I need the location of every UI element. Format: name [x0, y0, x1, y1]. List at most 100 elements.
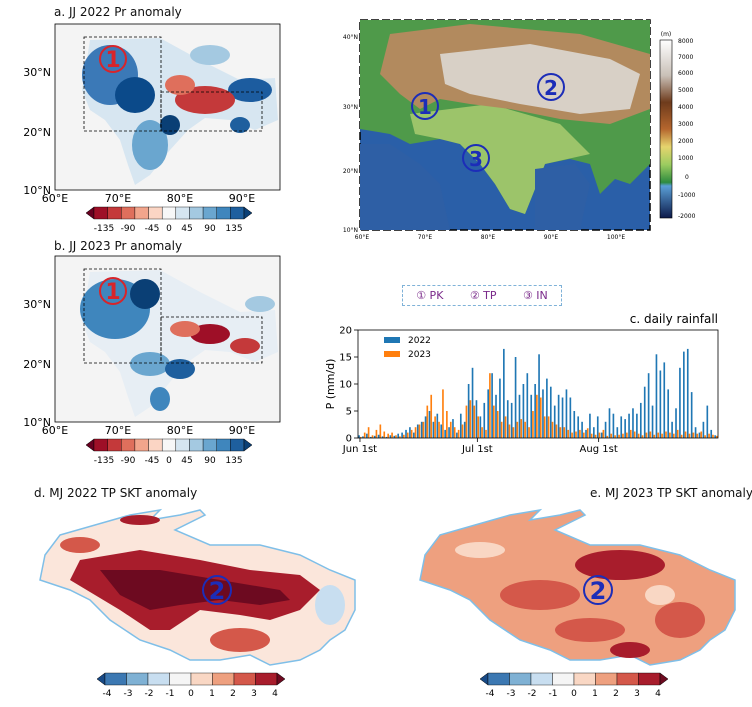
topo-mark-circle	[462, 144, 490, 172]
bar-2022	[503, 348, 505, 438]
bar-2022	[643, 386, 646, 438]
topo-lon-label: 90°E	[544, 234, 559, 241]
topo-colorbar-label: -2000	[678, 213, 696, 220]
colorbar-segment	[93, 206, 108, 220]
skt-colorbar-labels: -4 -3 -2 -1 0 1 2 3 4	[486, 689, 662, 699]
colorbar-segment	[212, 672, 235, 686]
skt-patch	[210, 628, 270, 652]
bar-2023	[367, 427, 370, 438]
bar-2023	[606, 435, 609, 438]
skt-colorbar-label: -4	[103, 689, 112, 699]
topo-mark: 1	[418, 95, 432, 119]
skt-patch	[60, 537, 100, 553]
region-box	[160, 316, 263, 364]
skt-warm-mid	[100, 570, 290, 610]
bar-2022	[585, 429, 587, 438]
colorbar-segment	[93, 438, 108, 452]
bar-2022	[671, 421, 673, 438]
bar-2023	[688, 433, 691, 438]
bars	[358, 348, 718, 438]
bar-2023	[457, 429, 460, 438]
skt-colorbar	[479, 672, 669, 686]
bar-2023	[426, 405, 429, 438]
topo-colorbar-label: 4000	[678, 104, 693, 111]
pr-colorbar-label: 0	[166, 224, 172, 234]
pr-colorbar-label: 45	[181, 456, 192, 466]
colorbar-segment	[552, 672, 575, 686]
topo-colorbar-label: 3000	[678, 121, 693, 128]
colorbar-segment	[107, 438, 122, 452]
bar-2022	[413, 432, 415, 438]
bar-2022	[467, 384, 470, 438]
x-ticks: Jun 1st Jul 1st Aug 1st	[342, 438, 618, 455]
lon-label: 70°E	[105, 424, 131, 437]
bar-2022	[416, 424, 419, 438]
colorbar-cap	[276, 672, 286, 686]
bar-2022	[530, 394, 533, 438]
skt-patch	[655, 602, 705, 638]
topo-lat-label: 30°N	[343, 104, 358, 111]
skt-patch	[120, 515, 160, 525]
colorbar-segment	[509, 672, 532, 686]
region-legend: ① PK ② TP ③ IN	[402, 285, 562, 306]
bar-2023	[716, 435, 718, 438]
region-mark: 1	[105, 280, 120, 305]
bar-2023	[629, 429, 632, 438]
lon-label: 60°E	[42, 424, 68, 437]
bar-2023	[438, 421, 440, 438]
legend-swatch-2023	[384, 351, 400, 357]
bar-2023	[692, 432, 695, 438]
bar-2023	[403, 434, 405, 438]
bar-2023	[637, 433, 640, 438]
bar-2023	[657, 432, 659, 438]
colorbar-segment	[255, 672, 278, 686]
topo-colorbar-label: 7000	[678, 54, 693, 61]
arabian-sea	[360, 144, 450, 230]
anomaly-blob	[150, 387, 170, 411]
bar-2023	[618, 434, 620, 438]
bar-2022	[569, 397, 572, 438]
bar-2023	[371, 435, 374, 438]
bar-2022	[393, 435, 396, 438]
region-legend-item-pk: ① PK	[416, 289, 444, 302]
bar-2022	[683, 351, 685, 438]
anomaly-blob	[170, 321, 200, 337]
bar-2023	[422, 421, 425, 438]
pr-colorbar-label: 0	[166, 456, 172, 466]
bar-2022	[686, 348, 689, 438]
bar-2023	[665, 431, 667, 438]
bar-2023	[528, 427, 530, 438]
bar-2023	[473, 405, 476, 438]
bar-2023	[575, 431, 577, 438]
bar-2022	[420, 421, 423, 438]
bar-2022	[667, 389, 670, 438]
skt-colorbar-label: -3	[124, 689, 133, 699]
bar-2022	[499, 378, 501, 438]
pr-colorbar-label: 135	[225, 224, 242, 234]
bar-2023	[477, 416, 479, 438]
lat-label: 10°N	[23, 184, 51, 197]
panel-d-title: d. MJ 2022 TP SKT anomaly	[34, 486, 198, 500]
bar-2023	[434, 416, 436, 438]
topo-lat-label: 40°N	[343, 34, 358, 41]
bar-2022	[483, 402, 486, 438]
topo-mark-circle	[537, 73, 565, 101]
y-ticks: 0 5 10 15 20	[339, 326, 358, 445]
colorbar-cap	[243, 438, 253, 452]
pr-colorbar-label: 90	[204, 224, 216, 234]
bar-2023	[485, 429, 487, 438]
bar-2023	[696, 433, 699, 438]
bar-2023	[449, 421, 452, 438]
topo-colorbar-label: 1000	[678, 155, 693, 162]
bar-2022	[424, 416, 427, 438]
bar-2022	[604, 421, 607, 438]
bar-2022	[538, 354, 540, 438]
skt-patch	[645, 585, 675, 605]
bar-2022	[534, 384, 536, 438]
bar-2022	[714, 435, 716, 438]
bar-2022	[706, 405, 709, 438]
lat-label: 10°N	[23, 416, 51, 429]
chart-title: c. daily rainfall	[630, 312, 718, 326]
region-mark: 2	[209, 577, 226, 605]
colorbar-segment	[147, 672, 170, 686]
